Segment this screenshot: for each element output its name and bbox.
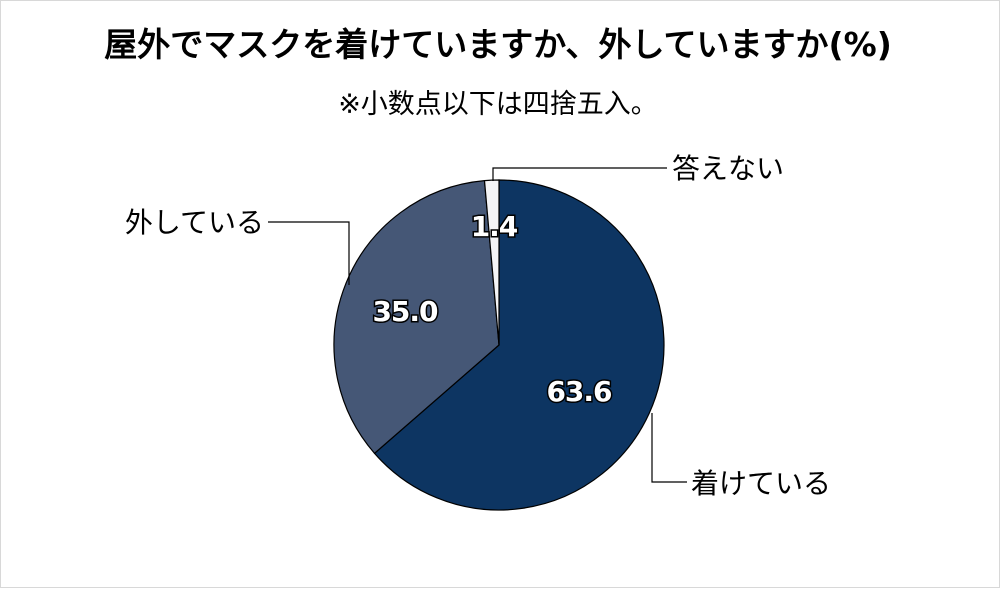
slice-value-label-3: 1.4 (471, 210, 518, 243)
pie-slice-2 (333, 179, 500, 455)
leader-line-3 (492, 167, 667, 181)
leader-line-2 (268, 221, 350, 285)
chart-subtitle: ※小数点以下は四捨五入。 (338, 89, 658, 120)
leader-line-1 (651, 413, 687, 483)
pie-slices (333, 179, 665, 511)
slice-category-label-2: 外している (125, 206, 264, 239)
pie-labels: 63.6 着けている 35.0 外している 1.4 答えない (125, 152, 831, 500)
pie-slice-1 (373, 179, 665, 511)
leader-lines (268, 167, 687, 483)
slice-value-label-1: 63.6 (546, 375, 611, 408)
chart-title: 屋外でマスクを着けていますか、外していますか(%) (104, 25, 892, 64)
slice-category-label-3: 答えない (672, 152, 784, 185)
slice-category-label-1: 着けている (691, 467, 831, 500)
pie-slice-3 (483, 179, 500, 346)
slice-value-label-2: 35.0 (372, 295, 438, 328)
